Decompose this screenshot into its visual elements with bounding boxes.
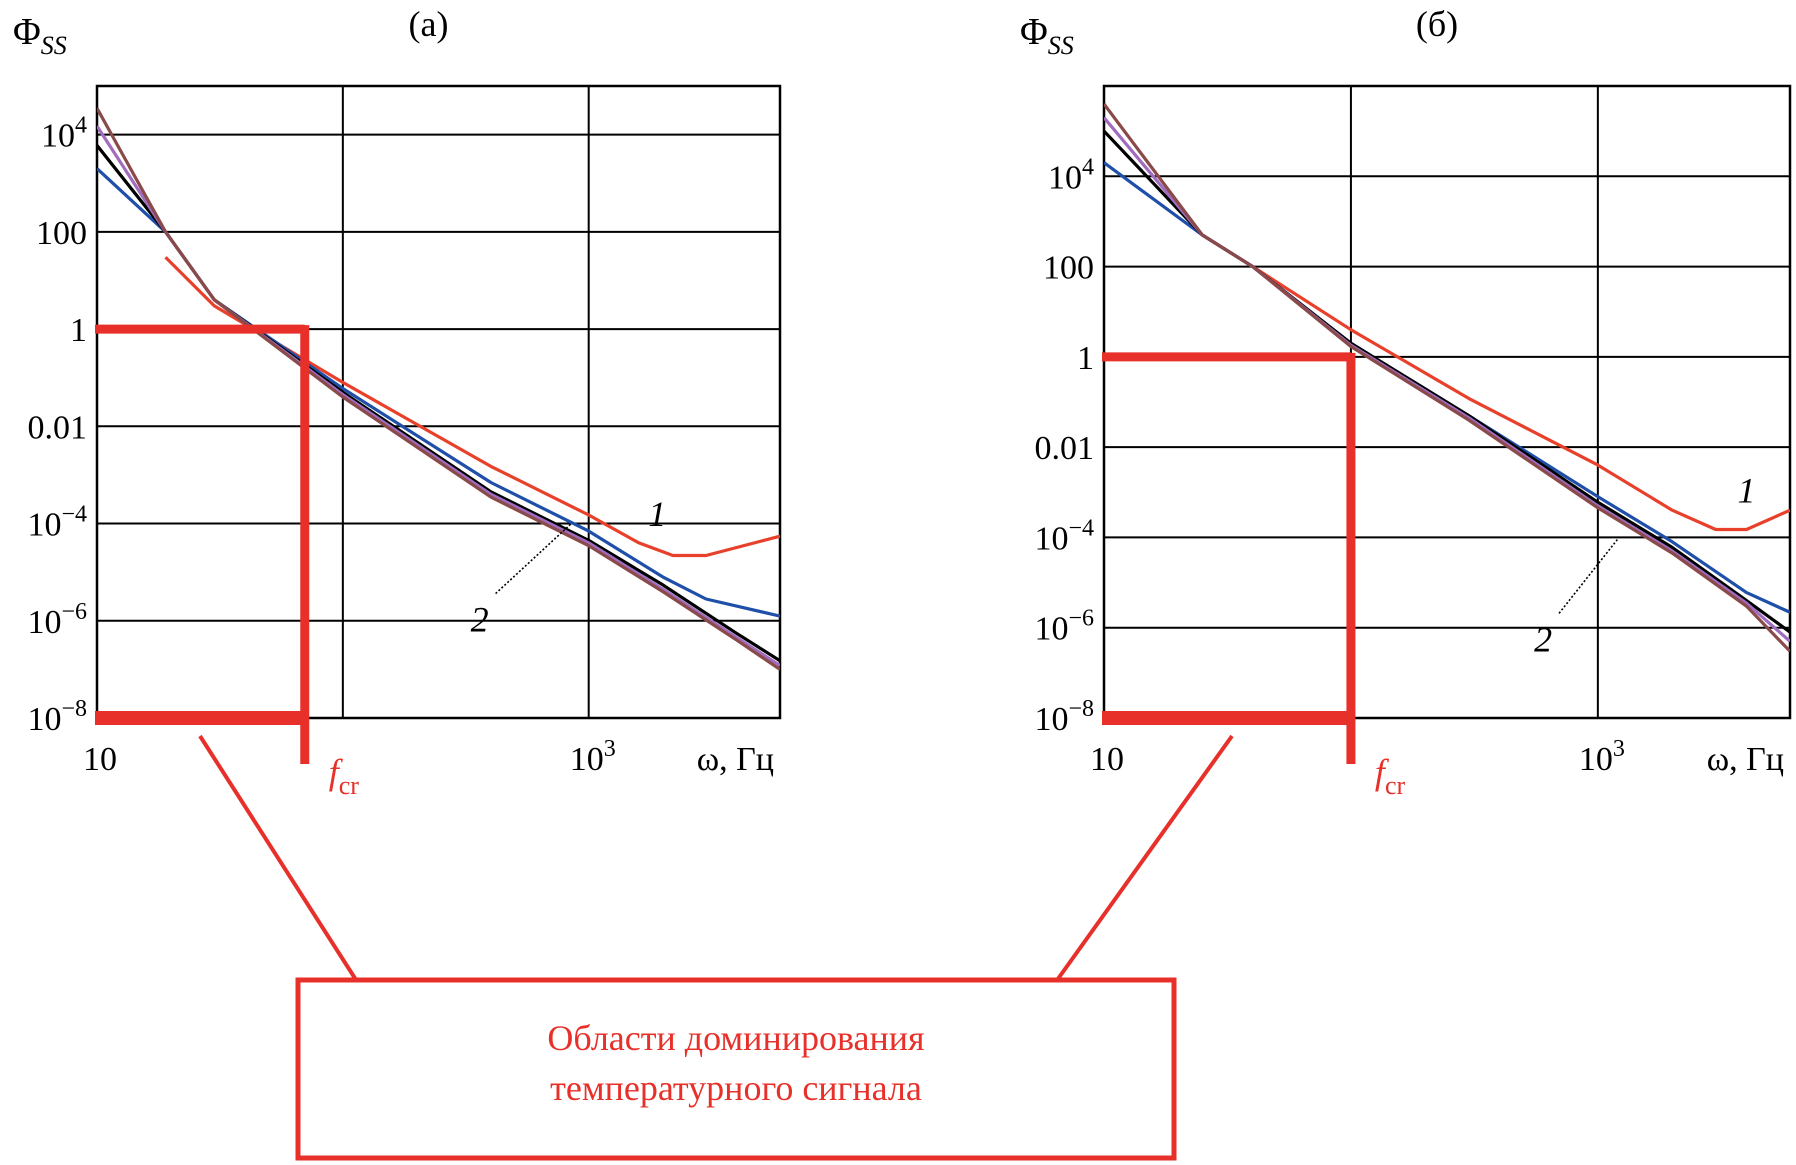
chart-panel-a: 10−8 10−6 10−4 0.01 1 100 104 10 103 ω, Гц ΦSS (а) 1… [13, 4, 782, 800]
y-tick-label: 10−4 [27, 502, 87, 544]
chart-panel-b: 10−8 10−6 10−4 0.01 1 100 104 10 103 ω, Гц ΦSS (б) 1… [1020, 4, 1792, 800]
plot-frame [95, 84, 782, 720]
annotation-line-1: Области доминирования [547, 1018, 924, 1058]
y-tick-label: 1 [1077, 340, 1094, 377]
x-tick-label: 103 [1579, 736, 1625, 778]
y-tick-label: 104 [1048, 154, 1094, 196]
fcr-label: fcr [1375, 752, 1406, 800]
chart-title: (б) [1416, 4, 1458, 44]
x-axis-label: ω, Гц [1707, 741, 1784, 778]
y-tick-label: 0.01 [28, 409, 88, 446]
series-line-1 [1201, 233, 1790, 532]
y-axis-label: ΦSS [13, 11, 67, 60]
y-tick-label: 10−6 [27, 599, 87, 641]
y-tick-label: 0.01 [1035, 430, 1095, 467]
plot-frame [1102, 84, 1792, 720]
x-tick-label: 10 [83, 741, 117, 778]
curve-label: 1 [1738, 470, 1756, 510]
y-tick-label: 100 [1043, 250, 1094, 287]
curve-label-leader [495, 522, 572, 595]
annotation-line-2: температурного сигнала [550, 1068, 922, 1108]
annotation-callout: Области доминирования температурного сиг… [198, 734, 1234, 1161]
curve-label: 2 [471, 600, 489, 640]
callout-leader-a [198, 734, 360, 985]
callout-leader-b [1053, 734, 1234, 985]
y-tick-label: 104 [41, 113, 87, 155]
fcr-label: fcr [329, 752, 360, 800]
series-line-1 [164, 256, 780, 558]
x-tick-label: 103 [570, 736, 616, 778]
y-tick-label: 1 [70, 312, 87, 349]
x-tick-label: 10 [1090, 741, 1124, 778]
series-line-3 [1104, 130, 1790, 634]
annotation-box [295, 977, 1177, 1161]
curve-label-leader [1558, 538, 1619, 614]
y-tick-label: 10−6 [1034, 606, 1094, 648]
y-axis-label: ΦSS [1020, 11, 1074, 60]
y-tick-label: 100 [36, 215, 87, 252]
y-tick-label: 10−4 [1034, 515, 1094, 557]
y-tick-label: 10−8 [1034, 696, 1094, 738]
series-group [97, 107, 780, 671]
series-line-5 [1104, 103, 1790, 653]
series-line-2 [97, 167, 780, 618]
series-line-5 [97, 107, 780, 671]
series-group [1104, 103, 1790, 653]
y-tick-label: 10−8 [27, 696, 87, 738]
chart-title: (а) [409, 4, 449, 44]
curve-label: 1 [648, 494, 666, 534]
curve-label: 2 [1534, 619, 1552, 659]
x-axis-label: ω, Гц [697, 741, 774, 778]
